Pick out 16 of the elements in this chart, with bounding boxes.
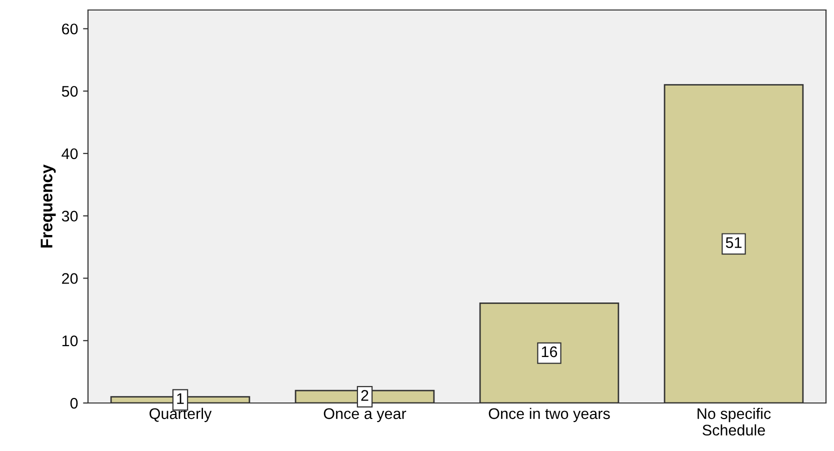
- x-tick-label: Quarterly: [150, 408, 212, 422]
- y-tick-label: 30: [62, 210, 78, 222]
- y-tick-label: 10: [62, 335, 78, 346]
- y-tick-label: 20: [62, 273, 78, 284]
- y-tick-label: 0: [70, 398, 78, 409]
- y-tick-label: 50: [62, 86, 78, 97]
- data-label: 1: [177, 393, 184, 404]
- data-label: 2: [361, 390, 368, 401]
- data-label: 51: [726, 237, 742, 248]
- x-tick-label: Once in two years: [488, 408, 610, 422]
- x-tick-label: Once a year: [324, 408, 406, 422]
- y-axis-title: Frequency: [40, 164, 56, 248]
- data-label: 16: [542, 346, 558, 358]
- y-tick-label: 40: [62, 148, 78, 160]
- x-tick-label: No specific Schedule: [698, 408, 771, 436]
- y-tick-label: 60: [62, 24, 78, 34]
